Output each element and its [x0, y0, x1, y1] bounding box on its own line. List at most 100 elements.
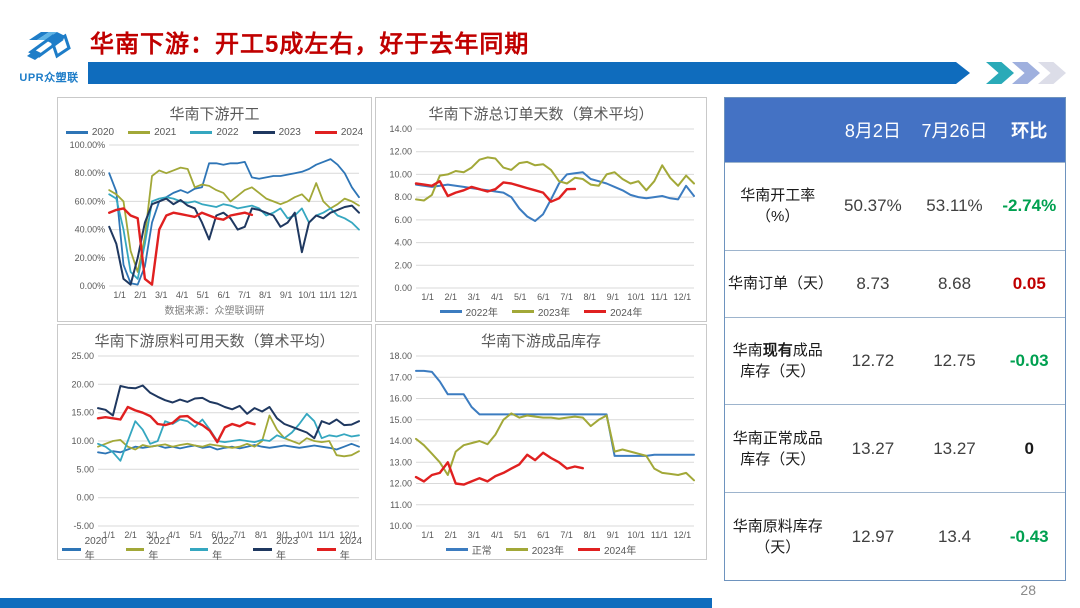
svg-text:8/1: 8/1: [259, 290, 272, 300]
svg-text:4/1: 4/1: [491, 292, 504, 302]
svg-text:12/1: 12/1: [674, 530, 692, 540]
legend-line-swatch: [190, 130, 213, 134]
table-row: 华南开工率（%） 50.37% 53.11% -2.74%: [725, 162, 1065, 250]
chart-plot: 10.00 11.00 12.00 13.00 14.00 15.00 16.00 17.00…: [389, 351, 695, 540]
legend-line-swatch: [505, 547, 528, 551]
svg-text:9/1: 9/1: [607, 530, 620, 540]
svg-text:12.00: 12.00: [389, 479, 412, 489]
page-title: 华南下游：开工5成左右，好于去年同期: [90, 31, 530, 58]
table-header-row: 8月2日 7月26日 环比: [725, 98, 1065, 162]
svg-text:10.00: 10.00: [389, 169, 412, 179]
svg-text:2.00: 2.00: [394, 260, 412, 270]
legend-line-swatch: [62, 547, 81, 551]
bottom-accent-bar: [0, 598, 712, 608]
chart-title: 华南下游开工: [169, 107, 260, 123]
svg-text:11.00: 11.00: [390, 500, 412, 510]
svg-text:5/1: 5/1: [190, 530, 203, 540]
svg-text:7/1: 7/1: [560, 530, 573, 540]
chart-legend: 正常 2023年 2024年: [380, 541, 702, 557]
svg-text:4/1: 4/1: [176, 290, 189, 300]
svg-text:10.00: 10.00: [71, 436, 94, 446]
legend-line-swatch: [314, 130, 337, 134]
legend-line-swatch: [125, 547, 145, 551]
delta-cell: -0.03: [1009, 350, 1049, 370]
svg-text:40.00%: 40.00%: [75, 225, 106, 235]
legend-line-swatch: [252, 130, 275, 134]
chart-title: 华南下游成品库存: [480, 334, 601, 350]
svg-text:7/1: 7/1: [238, 290, 251, 300]
legend-item: 2023年: [253, 536, 303, 562]
chart-title: 华南下游总订单天数（算术平均）: [428, 107, 654, 123]
chart-legend: 2022年 2023年 2024年: [380, 303, 702, 319]
value-previous: 12.75: [933, 350, 976, 370]
svg-text:11/1: 11/1: [651, 292, 668, 302]
svg-text:6/1: 6/1: [537, 292, 550, 302]
chevron-icon: [986, 62, 1014, 84]
logo-mark-icon: [27, 32, 71, 60]
legend-item: 2020: [65, 127, 114, 138]
legend-item: 2023年: [511, 304, 570, 319]
svg-text:0.00: 0.00: [76, 493, 94, 503]
row-label: 华南开工率（%）: [740, 187, 816, 226]
table-header-cell: 7月26日: [921, 121, 988, 141]
legend-line-swatch: [439, 309, 462, 313]
table-row: 华南正常成品库存（天） 13.27 13.27 0: [725, 404, 1065, 493]
svg-text:7/1: 7/1: [560, 292, 573, 302]
svg-text:10/1: 10/1: [298, 290, 316, 300]
svg-text:80.00%: 80.00%: [75, 168, 106, 178]
value-previous: 8.68: [937, 273, 972, 293]
legend-line-swatch: [584, 309, 607, 313]
svg-text:11/1: 11/1: [651, 530, 668, 540]
table-row: 华南订单（天） 8.73 8.68 0.05: [725, 249, 1065, 317]
svg-text:17.00: 17.00: [389, 372, 412, 382]
chart-panel-finished-inventory: 华南下游成品库存 10.00 11.00 12.00 13.00 14.00 15.00 1…: [375, 324, 707, 560]
svg-text:10/1: 10/1: [627, 530, 645, 540]
svg-text:25.00: 25.00: [71, 351, 94, 361]
delta-cell: -0.43: [1009, 526, 1049, 546]
value-previous: 13.27: [933, 438, 976, 458]
table-row: 华南原料库存（天） 12.97 13.4 -0.43: [725, 492, 1065, 580]
legend-item: 2023年: [505, 542, 564, 557]
svg-text:100.00%: 100.00%: [70, 140, 106, 150]
svg-text:5/1: 5/1: [197, 290, 210, 300]
chart-plot: 0.00% 20.00% 40.00% 60.00% 80.00% 100.00% 1/1 2…: [70, 140, 360, 300]
svg-text:15.00: 15.00: [389, 415, 412, 425]
legend-item: 2024年: [584, 304, 642, 319]
value-current: 12.97: [851, 526, 895, 546]
chart-plot: -5.00 0.00 5.00 10.00 15.00 20.00 25.00 1/1 2/1 3…: [71, 351, 360, 540]
svg-text:9/1: 9/1: [277, 530, 290, 540]
legend-line-swatch: [128, 130, 151, 134]
svg-text:2/1: 2/1: [445, 530, 458, 540]
svg-text:1/1: 1/1: [103, 530, 116, 540]
svg-text:4/1: 4/1: [168, 530, 181, 540]
delta-cell: 0.05: [1012, 273, 1046, 293]
table-header-cell: 环比: [1011, 121, 1048, 141]
table-header-cell: 8月2日: [844, 121, 901, 141]
row-label: 华南正常成品库存（天）: [732, 429, 823, 468]
chevron-icon: [1012, 62, 1040, 84]
svg-text:6/1: 6/1: [537, 530, 550, 540]
svg-text:2/1: 2/1: [445, 292, 458, 302]
svg-text:8.00: 8.00: [394, 192, 412, 202]
value-previous: 53.11%: [926, 196, 983, 216]
svg-text:16.00: 16.00: [389, 394, 412, 404]
svg-text:12/1: 12/1: [339, 530, 357, 540]
header-accent-bar: [88, 62, 970, 84]
svg-text:14.00: 14.00: [389, 436, 412, 446]
svg-text:6/1: 6/1: [217, 290, 230, 300]
svg-text:4/1: 4/1: [491, 530, 504, 540]
legend-item: 正常: [445, 542, 492, 557]
svg-text:2/1: 2/1: [124, 530, 137, 540]
value-current: 12.72: [851, 350, 895, 370]
legend-line-swatch: [189, 547, 209, 551]
legend-item: 2020年: [62, 536, 112, 562]
legend-line-swatch: [578, 547, 600, 551]
svg-text:8/1: 8/1: [584, 530, 597, 540]
legend-item: 2022: [190, 127, 239, 138]
legend-item: 2022年: [189, 536, 240, 562]
svg-text:3/1: 3/1: [468, 530, 481, 540]
svg-text:11/1: 11/1: [319, 290, 336, 300]
value-current: 8.73: [856, 273, 890, 293]
chart-panel-operating-rate: 华南下游开工 2020 2021 2022 2023 2024 0.00% 20.00% 4…: [57, 97, 372, 322]
